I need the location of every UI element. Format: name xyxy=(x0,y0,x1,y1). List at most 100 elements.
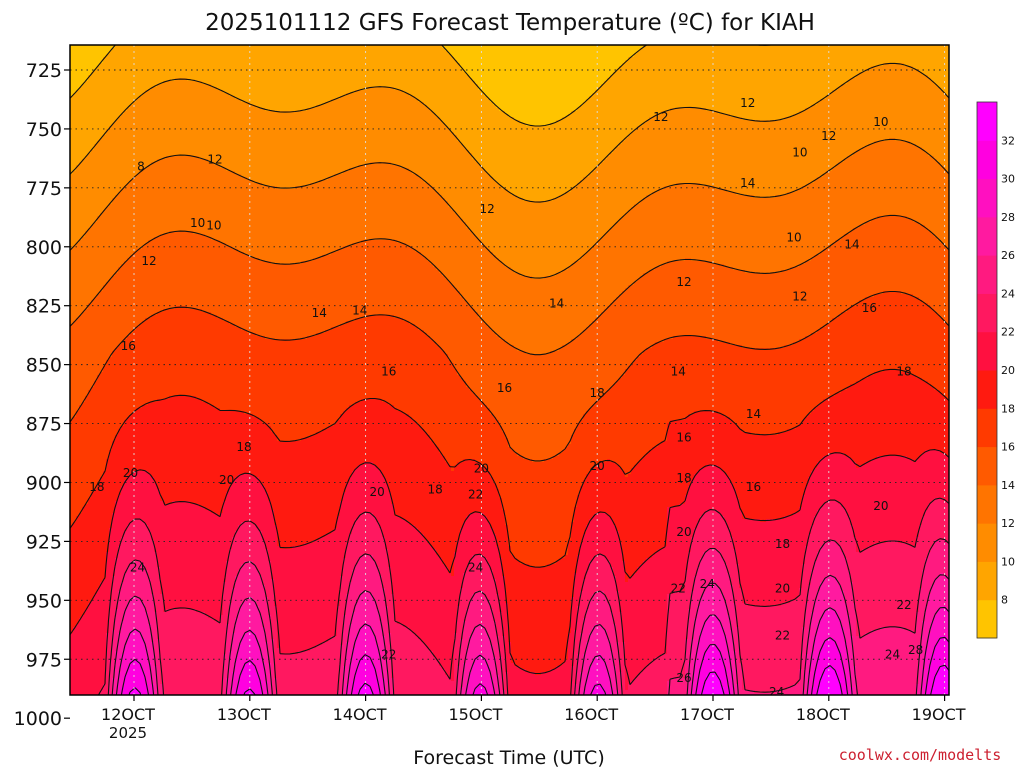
colorbar-tick-label: 14 xyxy=(1001,479,1015,492)
contour-label: 26 xyxy=(885,702,900,716)
x-tick-label: 13OCT xyxy=(217,705,271,724)
contour-label: 20 xyxy=(123,466,138,480)
x-tick-label: 18OCT xyxy=(796,705,850,724)
colorbar-segment xyxy=(977,561,997,600)
contour-label: 18 xyxy=(89,480,104,494)
y-tick-label: 725 xyxy=(26,60,62,82)
x-axis-label: Forecast Time (UTC) xyxy=(413,747,604,768)
contour-label: 18 xyxy=(427,483,442,497)
contour-label: 24 xyxy=(468,560,483,574)
x-axis-year: 2025 xyxy=(109,724,147,742)
y-tick-label: 775 xyxy=(26,178,62,200)
colorbar-segment xyxy=(977,600,997,639)
contour-label: 12 xyxy=(141,254,156,268)
y-tick-label: 975 xyxy=(26,649,62,671)
colorbar-tick-label: 10 xyxy=(1001,555,1015,568)
colorbar-segment xyxy=(977,370,997,409)
contour-label: 16 xyxy=(121,339,136,353)
contour-label: 16 xyxy=(862,301,877,315)
y-tick-label: 875 xyxy=(26,414,62,436)
colorbar-tick-label: 12 xyxy=(1001,517,1015,530)
contour-label: 20 xyxy=(873,499,888,513)
contour-label: 14 xyxy=(844,237,859,251)
contour-label: 20 xyxy=(370,485,385,499)
contour-label: 20 xyxy=(474,461,489,475)
contour-label: 14 xyxy=(312,306,327,320)
contour-label: 22 xyxy=(671,582,686,596)
colorbar-segment xyxy=(977,217,997,256)
contour-label: 12 xyxy=(821,129,836,143)
contour-label: 26 xyxy=(676,671,691,685)
contour-label: 8 xyxy=(137,160,145,174)
x-tick-label: 17OCT xyxy=(680,705,734,724)
colorbar-tick-label: 8 xyxy=(1001,594,1008,607)
colorbar-tick-label: 18 xyxy=(1001,402,1015,415)
contour-label: 10 xyxy=(786,230,801,244)
chart-title: 2025101112 GFS Forecast Temperature (ºC)… xyxy=(205,10,815,36)
colorbar-segment xyxy=(977,179,997,218)
y-tick-label: 750 xyxy=(26,119,62,141)
contour-label: 18 xyxy=(236,440,251,454)
colorbar-segment xyxy=(977,447,997,486)
colorbar-tick-label: 26 xyxy=(1001,249,1015,262)
colorbar-tick-label: 20 xyxy=(1001,364,1015,377)
y-tick-label: 925 xyxy=(26,531,62,553)
contour-label: 18 xyxy=(676,471,691,485)
x-tick-label: 12OCT xyxy=(101,705,155,724)
contour-label: 24 xyxy=(130,560,145,574)
contour-label: 24 xyxy=(700,577,715,591)
colorbar-segment xyxy=(977,140,997,179)
contour-label: 20 xyxy=(676,525,691,539)
contour-label: 16 xyxy=(497,381,512,395)
contour-label: 16 xyxy=(746,480,761,494)
contour-label: 16 xyxy=(676,431,691,445)
contour-label: 14 xyxy=(746,407,761,421)
contour-label: 20 xyxy=(590,459,605,473)
contour-label: 28 xyxy=(908,643,923,657)
colorbar-tick-label: 28 xyxy=(1001,211,1015,224)
contour-label: 12 xyxy=(653,110,668,124)
colorbar-tick-label: 24 xyxy=(1001,287,1015,300)
colorbar-segment xyxy=(977,408,997,447)
colorbar-segment xyxy=(977,332,997,371)
y-tick-label: 825 xyxy=(26,296,62,318)
colorbar-tick-label: 22 xyxy=(1001,326,1015,339)
contour-label: 14 xyxy=(549,296,564,310)
colorbar-segment xyxy=(977,255,997,294)
plot-area: 8 10 12 12 10 16 18 20 24 18 20 14 14 16 20 18 22 12 20 22 2… xyxy=(70,45,950,744)
temperature-bands xyxy=(70,45,950,697)
contour-label: 12 xyxy=(676,275,691,289)
colorbar-tick-label: 30 xyxy=(1001,173,1015,186)
y-tick-label: 850 xyxy=(26,355,62,377)
contour-label: 24 xyxy=(885,648,900,662)
colorbar-segment xyxy=(977,485,997,524)
x-tick-label: 19OCT xyxy=(912,705,966,724)
x-tick-label: 16OCT xyxy=(564,705,618,724)
contour-label: 20 xyxy=(775,582,790,596)
contour-label: 18 xyxy=(590,386,605,400)
contour-label: 16 xyxy=(381,365,396,379)
contour-label: 22 xyxy=(543,723,558,737)
contour-label: 12 xyxy=(207,153,222,167)
contour-label: 12 xyxy=(740,96,755,110)
x-tick-label: 14OCT xyxy=(333,705,387,724)
colorbar-tick-label: 32 xyxy=(1001,134,1015,147)
colorbar: 8 10 12 14 16 18 20 22 24 26 28 30 32 xyxy=(977,102,1015,639)
source-watermark: coolwx.com/modelts xyxy=(839,746,1002,764)
colorbar-segment xyxy=(977,523,997,562)
x-axis: 12OCT 13OCT 14OCT 15OCT 16OCT 17OCT 18OCT 19OCT xyxy=(101,695,966,724)
contour-label: 22 xyxy=(896,598,911,612)
contour-label: 10 xyxy=(206,219,221,233)
contour-label: 10 xyxy=(873,115,888,129)
contour-label: 22 xyxy=(381,648,396,662)
contour-label: 10 xyxy=(190,216,205,230)
contour-label: 22 xyxy=(468,487,483,501)
y-tick-label: 800 xyxy=(26,237,62,259)
contour-label: 20 xyxy=(219,473,234,487)
colorbar-tick-label: 16 xyxy=(1001,441,1015,454)
contour-label: 14 xyxy=(740,176,755,190)
contour-label: 10 xyxy=(792,145,807,159)
contour-label: 24 xyxy=(769,685,784,699)
